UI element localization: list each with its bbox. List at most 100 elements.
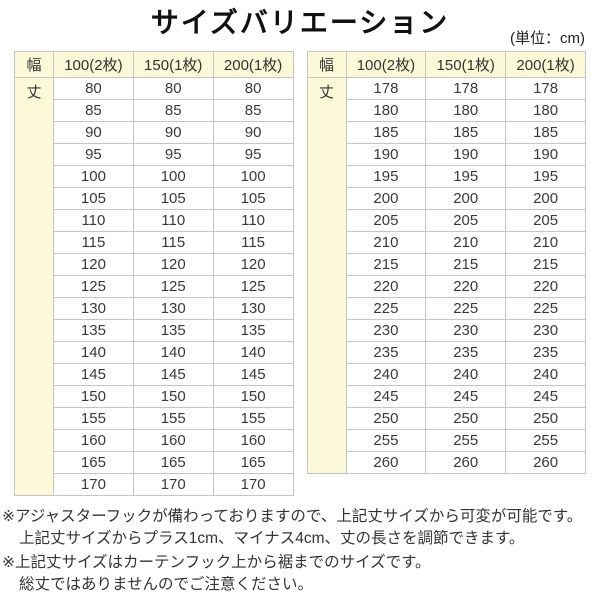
length-value-cell: 170 — [132, 473, 214, 496]
length-value-cell: 200 — [345, 187, 427, 210]
length-value-cell: 190 — [345, 143, 427, 166]
length-value-cell: 178 — [345, 77, 427, 100]
table-row: 125 125 125 — [15, 275, 294, 298]
length-value-cell: 145 — [53, 363, 134, 386]
table-row: 200 200 200 — [307, 187, 586, 210]
length-value-cell: 140 — [212, 341, 294, 364]
column-header-cell: 200(1枚) — [505, 51, 586, 78]
table-row: 205 205 205 — [307, 209, 586, 232]
note: ※上記丈サイズはカーテンフック上から裾までのサイズです。 総丈ではありませんのでご… — [2, 552, 598, 595]
note-line-first: ※アジャスターフックが備わっておりますので、上記丈サイズから可変が可能です。 — [2, 506, 598, 528]
length-value-cell: 255 — [505, 429, 586, 452]
title-row: サイズバリエーション (単位：cm) — [0, 0, 600, 51]
length-value-cell: 200 — [505, 187, 586, 210]
note-text: 総丈ではありませんのでご注意ください。 — [19, 575, 314, 593]
table-row: 155 155 155 — [15, 407, 294, 430]
length-value-cell: 200 — [425, 187, 507, 210]
length-value-cell: 105 — [53, 187, 134, 210]
note-text: アジャスターフックが備わっておりますので、上記丈サイズから可変が可能です。 — [15, 508, 583, 525]
column-header-cell: 150(1枚) — [132, 51, 214, 78]
unit-label: (単位：cm) — [510, 30, 585, 47]
length-value-cell: 110 — [132, 209, 214, 232]
length-value-cell: 95 — [132, 143, 214, 166]
length-value-cell: 120 — [53, 253, 134, 276]
length-value-cell: 250 — [505, 407, 586, 430]
notes: ※アジャスターフックが備わっておりますので、上記丈サイズから可変が可能です。 上記… — [0, 506, 600, 595]
length-header-cell: 丈 — [14, 77, 54, 496]
length-value-cell: 260 — [505, 451, 586, 474]
length-value-cell: 110 — [53, 209, 134, 232]
table-row: 220 220 220 — [307, 275, 586, 298]
length-value-cell: 145 — [212, 363, 294, 386]
length-value-cell: 235 — [345, 341, 427, 364]
length-value-cell: 260 — [425, 451, 507, 474]
table-row: 85 85 85 — [15, 99, 294, 122]
length-value-cell: 105 — [212, 187, 294, 210]
length-value-cell: 180 — [505, 99, 586, 122]
length-value-cell: 150 — [132, 385, 214, 408]
table-row: 95 95 95 — [15, 143, 294, 166]
length-value-cell: 245 — [505, 385, 586, 408]
length-value-cell: 90 — [53, 121, 134, 144]
length-value-cell: 160 — [53, 429, 134, 452]
length-value-cell: 220 — [505, 275, 586, 298]
table-row: 180 180 180 — [307, 99, 586, 122]
length-value-cell: 100 — [53, 165, 134, 188]
length-value-cell: 215 — [505, 253, 586, 276]
table-row: 90 90 90 — [15, 121, 294, 144]
length-value-cell: 220 — [425, 275, 507, 298]
length-value-cell: 215 — [345, 253, 427, 276]
length-value-cell: 170 — [53, 473, 134, 496]
length-value-cell: 165 — [212, 451, 294, 474]
length-value-cell: 85 — [53, 99, 134, 122]
length-value-cell: 178 — [425, 77, 507, 100]
table-row: 250 250 250 — [307, 407, 586, 430]
page-title: サイズバリエーション — [150, 8, 450, 39]
length-value-cell: 185 — [505, 121, 586, 144]
length-value-cell: 235 — [505, 341, 586, 364]
table-row: 210 210 210 — [307, 231, 586, 254]
width-header-cell: 幅 — [14, 51, 54, 78]
table-row: 115 115 115 — [15, 231, 294, 254]
length-value-cell: 160 — [212, 429, 294, 452]
table-row: 230 230 230 — [307, 319, 586, 342]
length-value-cell: 220 — [345, 275, 427, 298]
column-header-cell: 100(2枚) — [53, 51, 134, 78]
length-value-cell: 255 — [425, 429, 507, 452]
length-value-cell: 260 — [345, 451, 427, 474]
size-tables: 幅 100(2枚) 150(1枚) 200(1枚) 丈 80 80 80 85 85 85 90 90 9… — [0, 51, 600, 496]
length-value-cell: 125 — [53, 275, 134, 298]
note-marker: ※ — [2, 554, 15, 571]
length-value-cell: 178 — [505, 77, 586, 100]
table-row: 丈 80 80 80 — [14, 77, 294, 496]
length-value-cell: 205 — [345, 209, 427, 232]
table-row: 160 160 160 — [15, 429, 294, 452]
length-value-cell: 135 — [53, 319, 134, 342]
table-row: 120 120 120 — [15, 253, 294, 276]
length-value-cell: 225 — [505, 297, 586, 320]
note-line-cont: 上記丈サイズからプラス1cm、マイナス4cm、丈の長さを調節できます。 — [19, 528, 598, 550]
length-value-cell: 205 — [505, 209, 586, 232]
note-text: 上記丈サイズはカーテンフック上から裾までのサイズです。 — [15, 554, 431, 571]
length-value-cell: 180 — [345, 99, 427, 122]
length-value-cell: 250 — [345, 407, 427, 430]
column-header-cell: 150(1枚) — [425, 51, 507, 78]
length-value-cell: 210 — [425, 231, 507, 254]
table-row: 丈 178 178 178 — [306, 77, 586, 474]
size-table-right: 幅 100(2枚) 150(1枚) 200(1枚) 丈 178 178 178 180 180 18… — [306, 51, 587, 474]
length-value-cell: 190 — [505, 143, 586, 166]
length-value-cell: 215 — [425, 253, 507, 276]
length-value-cell: 155 — [212, 407, 294, 430]
table-row: 185 185 185 — [307, 121, 586, 144]
length-value-cell: 195 — [425, 165, 507, 188]
length-value-cell: 130 — [212, 297, 294, 320]
length-value-cell: 130 — [53, 297, 134, 320]
table-row: 135 135 135 — [15, 319, 294, 342]
length-value-cell: 210 — [505, 231, 586, 254]
length-value-cell: 95 — [212, 143, 294, 166]
table-row: 235 235 235 — [307, 341, 586, 364]
note-line-first: ※上記丈サイズはカーテンフック上から裾までのサイズです。 — [2, 552, 598, 574]
table-row: 150 150 150 — [15, 385, 294, 408]
table-row: 195 195 195 — [307, 165, 586, 188]
length-value-cell: 240 — [345, 363, 427, 386]
